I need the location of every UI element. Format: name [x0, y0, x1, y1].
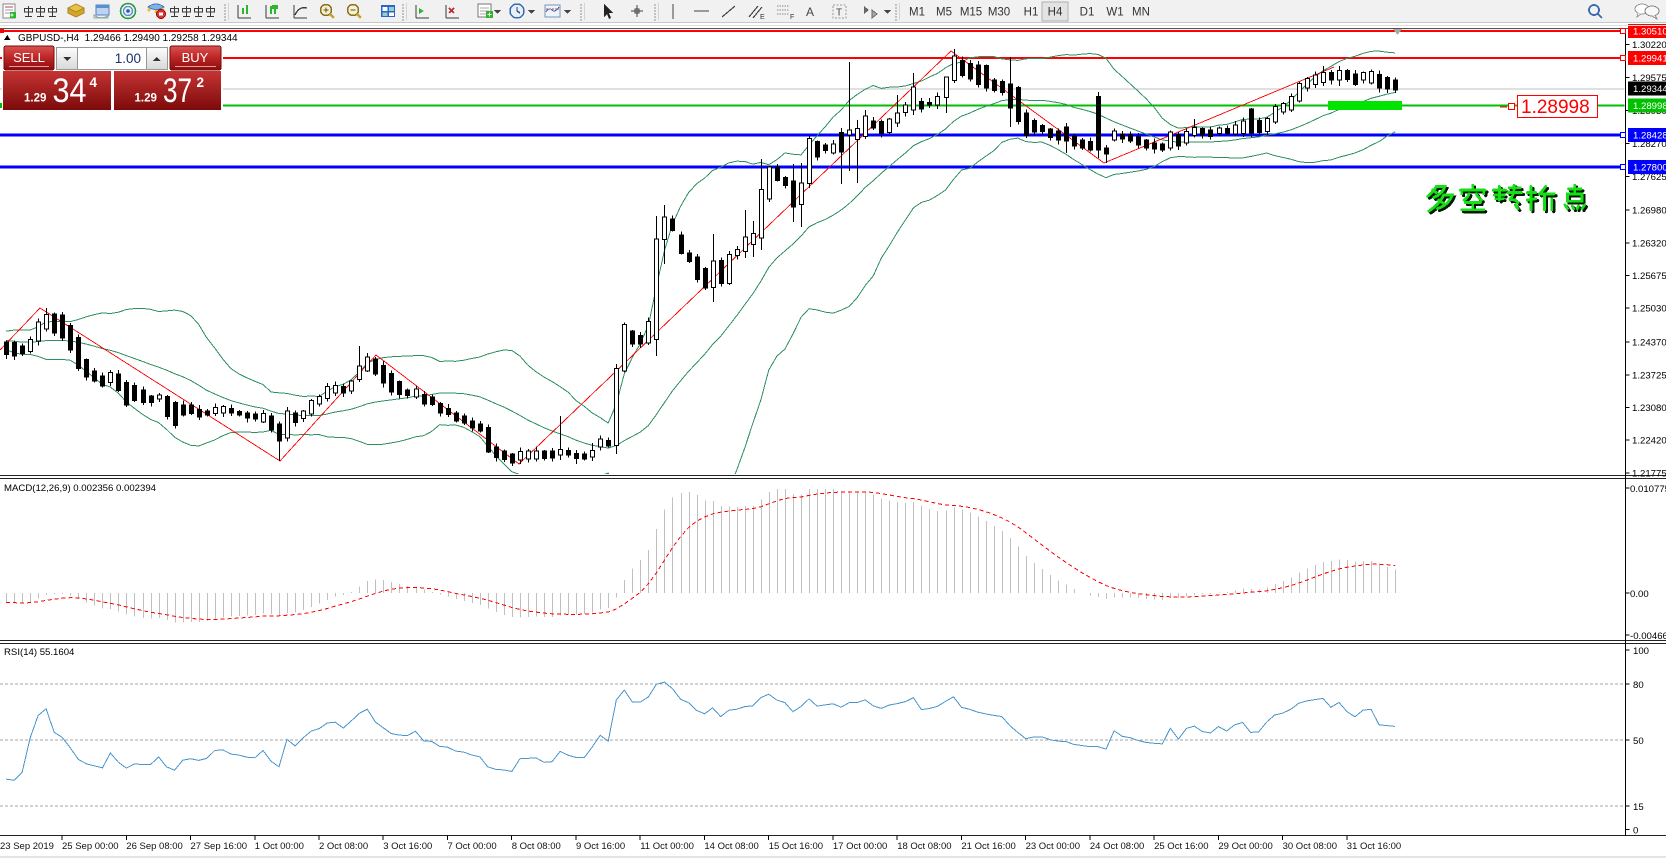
svg-text:1.29575: 1.29575	[1632, 73, 1666, 84]
svg-text:7 Oct 00:00: 7 Oct 00:00	[448, 841, 497, 852]
svg-text:21 Oct 16:00: 21 Oct 16:00	[961, 841, 1015, 852]
svg-text:0.010775: 0.010775	[1630, 484, 1666, 495]
svg-text:14 Oct 08:00: 14 Oct 08:00	[704, 841, 758, 852]
svg-text:E: E	[760, 14, 765, 21]
svg-text:MACD(12,26,9) 0.002356 0.00239: MACD(12,26,9) 0.002356 0.002394	[4, 483, 157, 494]
svg-text:24 Oct 08:00: 24 Oct 08:00	[1090, 841, 1144, 852]
svg-text:1.28998: 1.28998	[1521, 97, 1590, 118]
svg-text:1 Oct 00:00: 1 Oct 00:00	[255, 841, 304, 852]
svg-text:23 Sep 2019: 23 Sep 2019	[0, 841, 54, 852]
svg-text:100: 100	[1633, 646, 1649, 657]
svg-text:2: 2	[197, 75, 205, 90]
svg-text:1.25675: 1.25675	[1632, 271, 1666, 282]
svg-text:1.23080: 1.23080	[1632, 403, 1666, 414]
svg-text:M15: M15	[960, 7, 982, 19]
svg-text:1.24370: 1.24370	[1632, 337, 1666, 348]
svg-text:1.29: 1.29	[24, 93, 46, 105]
svg-text:H4: H4	[1048, 7, 1063, 19]
svg-text:25 Sep 00:00: 25 Sep 00:00	[62, 841, 119, 852]
svg-text:1.27800: 1.27800	[1633, 163, 1666, 174]
svg-text:-0.00466: -0.00466	[1630, 631, 1666, 642]
svg-text:15 Oct 16:00: 15 Oct 16:00	[769, 841, 823, 852]
svg-text:MN: MN	[1132, 7, 1150, 19]
svg-text:1.00: 1.00	[115, 51, 141, 66]
svg-text:H1: H1	[1024, 7, 1039, 19]
svg-text:0: 0	[1633, 826, 1638, 837]
svg-text:1.30220: 1.30220	[1632, 40, 1666, 51]
svg-text:29 Oct 00:00: 29 Oct 00:00	[1218, 841, 1272, 852]
svg-text:BUY: BUY	[182, 50, 209, 65]
svg-text:M1: M1	[909, 7, 925, 19]
svg-text:1.23725: 1.23725	[1632, 370, 1666, 381]
svg-text:1.26980: 1.26980	[1632, 206, 1666, 217]
svg-text:1.29: 1.29	[135, 93, 157, 105]
svg-text:17 Oct 00:00: 17 Oct 00:00	[833, 841, 887, 852]
svg-text:4: 4	[90, 75, 98, 90]
svg-text:RSI(14) 55.1604: RSI(14) 55.1604	[4, 647, 75, 658]
svg-text:1.30510: 1.30510	[1633, 27, 1666, 38]
svg-text:D1: D1	[1080, 7, 1095, 19]
svg-text:3 Oct 16:00: 3 Oct 16:00	[383, 841, 432, 852]
svg-text:SELL: SELL	[13, 50, 45, 65]
svg-text:1.28998: 1.28998	[1633, 101, 1666, 112]
svg-text:50: 50	[1633, 736, 1644, 747]
svg-text:T: T	[836, 8, 842, 19]
svg-text:1.29941: 1.29941	[1633, 54, 1666, 65]
svg-text:1.27625: 1.27625	[1632, 172, 1666, 183]
svg-text:15: 15	[1633, 802, 1644, 813]
svg-text:W1: W1	[1106, 7, 1123, 19]
svg-text:M5: M5	[936, 7, 952, 19]
svg-text:9 Oct 16:00: 9 Oct 16:00	[576, 841, 625, 852]
svg-text:27 Sep 16:00: 27 Sep 16:00	[191, 841, 248, 852]
svg-text:1.28270: 1.28270	[1632, 139, 1666, 150]
svg-text:8 Oct 08:00: 8 Oct 08:00	[512, 841, 561, 852]
svg-text:1.28428: 1.28428	[1633, 131, 1666, 142]
svg-text:37: 37	[163, 72, 192, 110]
svg-text:A: A	[806, 5, 814, 19]
svg-text:1.22420: 1.22420	[1632, 436, 1666, 447]
svg-text:1.29344: 1.29344	[1633, 84, 1666, 95]
svg-text:31 Oct 16:00: 31 Oct 16:00	[1347, 841, 1401, 852]
svg-text:2 Oct 08:00: 2 Oct 08:00	[319, 841, 368, 852]
svg-text:11 Oct 00:00: 11 Oct 00:00	[640, 841, 694, 852]
svg-text:1.25030: 1.25030	[1632, 304, 1666, 315]
svg-text:25 Oct 16:00: 25 Oct 16:00	[1154, 841, 1208, 852]
svg-text:34: 34	[53, 72, 87, 110]
svg-text:18 Oct 08:00: 18 Oct 08:00	[897, 841, 951, 852]
svg-text:GBPUSD-,H4 1.29466 1.29490 1.: GBPUSD-,H4 1.29466 1.29490 1.29258 1.293…	[18, 33, 238, 44]
svg-text:30 Oct 08:00: 30 Oct 08:00	[1283, 841, 1337, 852]
svg-text:23 Oct 00:00: 23 Oct 00:00	[1026, 841, 1080, 852]
svg-text:1.21775: 1.21775	[1632, 469, 1666, 480]
svg-text:80: 80	[1633, 680, 1644, 691]
svg-text:26 Sep 08:00: 26 Sep 08:00	[126, 841, 183, 852]
svg-text:1.26320: 1.26320	[1632, 238, 1666, 249]
svg-text:M30: M30	[988, 7, 1010, 19]
svg-text:F: F	[790, 14, 794, 21]
svg-text:0.00: 0.00	[1630, 589, 1649, 600]
